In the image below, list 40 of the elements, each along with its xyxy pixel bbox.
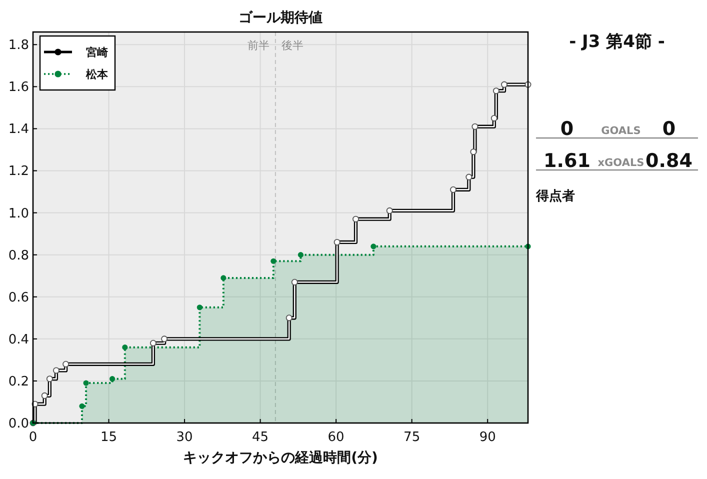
point — [270, 258, 276, 264]
text: 1.61 — [544, 150, 590, 172]
y-tick-label: 1.4 — [8, 122, 29, 138]
point — [122, 344, 128, 350]
chart-title: ゴール期待値 — [238, 10, 322, 26]
point — [298, 252, 304, 258]
point — [79, 403, 85, 409]
y-tick-label: 0.6 — [8, 290, 29, 306]
text: 0.84 — [646, 150, 692, 172]
annotation: 後半 — [281, 39, 304, 52]
x-tick-label: 45 — [252, 430, 269, 445]
text: 0 — [560, 118, 574, 140]
legend-label: 宮崎 — [86, 46, 108, 59]
point — [83, 380, 89, 386]
text: xGOALS — [598, 157, 644, 169]
x-tick-label: 15 — [100, 430, 118, 445]
y-tick-label: 1.6 — [8, 80, 29, 96]
x-axis-title: キックオフからの経過時間(分) — [183, 450, 378, 466]
y-tick-label: 1.8 — [8, 38, 29, 54]
y-tick-label: 1.0 — [8, 206, 29, 222]
y-tick-label: 0.8 — [8, 248, 29, 264]
y-tick-label: 0.0 — [8, 416, 29, 432]
x-tick-label: 60 — [328, 430, 344, 445]
text: 得点者 — [535, 188, 575, 204]
y-tick-label: 0.2 — [8, 374, 29, 390]
text: 0 — [662, 118, 676, 140]
text: GOALS — [601, 125, 641, 137]
x-tick-label: 30 — [176, 430, 193, 445]
x-tick-label: 75 — [404, 430, 420, 445]
point — [110, 376, 116, 382]
legend-label: 松本 — [85, 68, 109, 81]
x-tick-label: 90 — [479, 430, 496, 445]
point — [196, 304, 202, 310]
x-tick-label: 0 — [28, 430, 38, 445]
point — [220, 275, 226, 281]
annotation: 前半 — [247, 39, 270, 52]
y-tick-label: 0.4 — [8, 332, 29, 348]
point — [370, 244, 376, 250]
text: - J3 第4節 - — [569, 32, 665, 52]
y-tick-label: 1.2 — [8, 164, 29, 180]
